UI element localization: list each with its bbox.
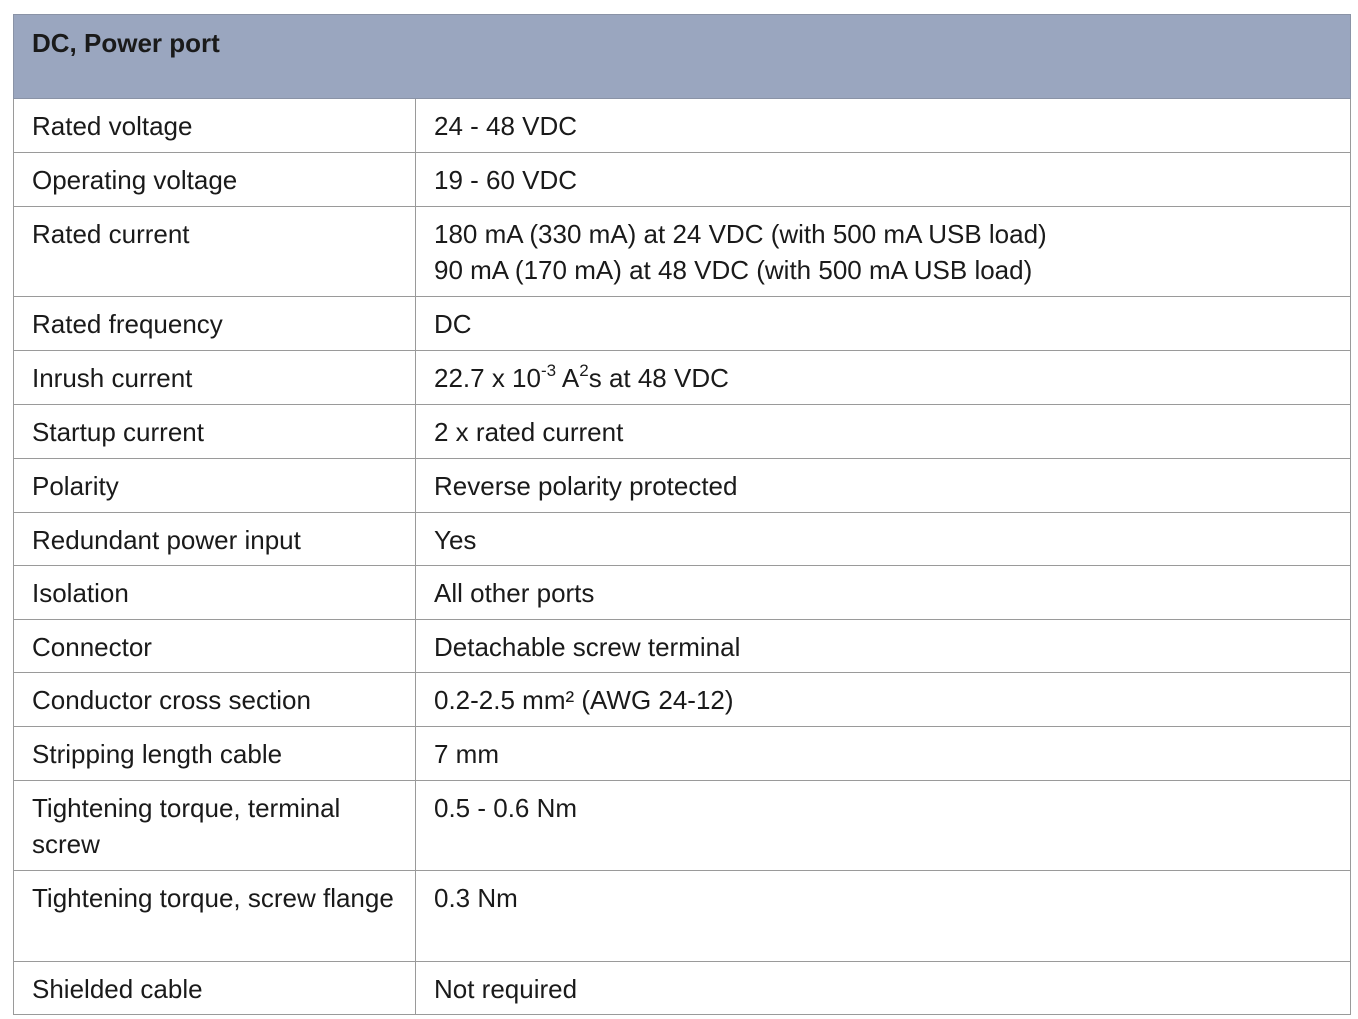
table-row: Conductor cross section 0.2-2.5 mm² (AWG … bbox=[13, 672, 1351, 727]
row-value: 0.2-2.5 mm² (AWG 24-12) bbox=[415, 672, 1351, 727]
value-part: s at 48 VDC bbox=[588, 363, 729, 393]
row-label: Operating voltage bbox=[13, 152, 416, 207]
row-label: Startup current bbox=[13, 404, 416, 459]
exponent: 2 bbox=[579, 361, 589, 380]
row-label: Stripping length cable bbox=[13, 726, 416, 781]
table-header-row: DC, Power port bbox=[13, 14, 1351, 99]
table-row: Connector Detachable screw terminal bbox=[13, 619, 1351, 673]
table-row: Polarity Reverse polarity protected bbox=[13, 458, 1351, 513]
row-value: 24 - 48 VDC bbox=[415, 98, 1351, 153]
row-label: Tightening torque, terminal screw bbox=[13, 780, 416, 871]
row-value: 0.3 Nm bbox=[415, 870, 1351, 962]
row-value: Detachable screw terminal bbox=[415, 619, 1351, 673]
row-label: Rated voltage bbox=[13, 98, 416, 153]
row-label: Redundant power input bbox=[13, 512, 416, 566]
row-value: DC bbox=[415, 296, 1351, 351]
table-row: Inrush current 22.7 x 10-3 A2s at 48 VDC bbox=[13, 350, 1351, 405]
row-label: Shielded cable bbox=[13, 961, 416, 1015]
table-row: Shielded cable Not required bbox=[13, 961, 1351, 1015]
row-value: Not required bbox=[415, 961, 1351, 1015]
value-line: 90 mA (170 mA) at 48 VDC (with 500 mA US… bbox=[434, 255, 1033, 285]
table-row: Tightening torque, screw flange 0.3 Nm bbox=[13, 870, 1351, 962]
row-value: 180 mA (330 mA) at 24 VDC (with 500 mA U… bbox=[415, 206, 1351, 297]
row-value: 7 mm bbox=[415, 726, 1351, 781]
value-part: 22.7 x 10 bbox=[434, 363, 541, 393]
row-value: 2 x rated current bbox=[415, 404, 1351, 459]
row-value: 0.5 - 0.6 Nm bbox=[415, 780, 1351, 871]
value-part: A bbox=[556, 363, 580, 393]
row-value: All other ports bbox=[415, 565, 1351, 620]
table-row: Stripping length cable 7 mm bbox=[13, 726, 1351, 781]
row-value: Reverse polarity protected bbox=[415, 458, 1351, 513]
row-label: Rated frequency bbox=[13, 296, 416, 351]
table-row: Redundant power input Yes bbox=[13, 512, 1351, 566]
table-row: Tightening torque, terminal screw 0.5 - 0… bbox=[13, 780, 1351, 871]
table-title: DC, Power port bbox=[13, 14, 1351, 99]
table-row: Rated current 180 mA (330 mA) at 24 VDC (… bbox=[13, 206, 1351, 297]
row-label: Tightening torque, screw flange bbox=[13, 870, 416, 962]
row-label: Polarity bbox=[13, 458, 416, 513]
row-label: Connector bbox=[13, 619, 416, 673]
row-value: 19 - 60 VDC bbox=[415, 152, 1351, 207]
table-row: Startup current 2 x rated current bbox=[13, 404, 1351, 459]
table-row: Rated frequency DC bbox=[13, 296, 1351, 351]
table-row: Isolation All other ports bbox=[13, 565, 1351, 620]
row-label: Inrush current bbox=[13, 350, 416, 405]
row-label: Conductor cross section bbox=[13, 672, 416, 727]
row-label: Isolation bbox=[13, 565, 416, 620]
row-value: 22.7 x 10-3 A2s at 48 VDC bbox=[415, 350, 1351, 405]
row-value: Yes bbox=[415, 512, 1351, 566]
table-row: Rated voltage 24 - 48 VDC bbox=[13, 98, 1351, 153]
value-line: 180 mA (330 mA) at 24 VDC (with 500 mA U… bbox=[434, 219, 1047, 249]
table-row: Operating voltage 19 - 60 VDC bbox=[13, 152, 1351, 207]
spec-table: DC, Power port Rated voltage 24 - 48 VDC … bbox=[13, 14, 1351, 1015]
exponent: -3 bbox=[540, 361, 557, 380]
row-label: Rated current bbox=[13, 206, 416, 297]
